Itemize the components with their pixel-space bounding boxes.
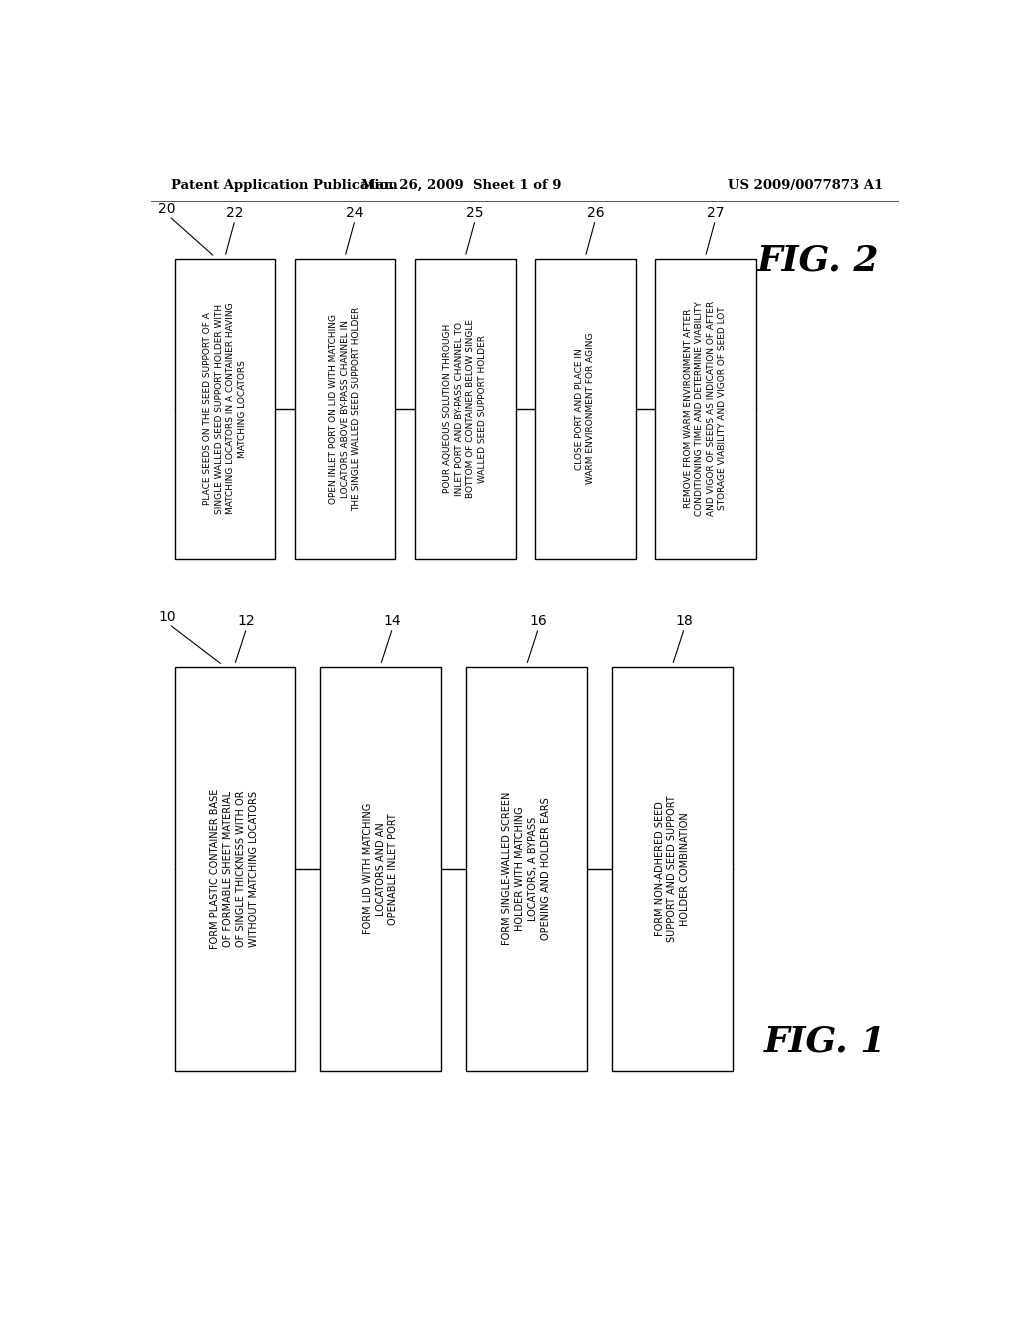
Text: Mar. 26, 2009  Sheet 1 of 9: Mar. 26, 2009 Sheet 1 of 9 — [361, 178, 561, 191]
Text: OPEN INLET PORT ON LID WITH MATCHING
LOCATORS ABOVE BY-PASS CHANNEL IN
THE SINGL: OPEN INLET PORT ON LID WITH MATCHING LOC… — [329, 306, 360, 511]
Text: FIG. 2: FIG. 2 — [758, 243, 880, 277]
Text: 12: 12 — [238, 614, 255, 628]
Bar — [415, 259, 515, 558]
Text: 24: 24 — [346, 206, 364, 220]
Text: FORM PLASTIC CONTAINER BASE
OF FORMABLE SHEET MATERIAL
OF SINGLE THICKNESS WITH : FORM PLASTIC CONTAINER BASE OF FORMABLE … — [210, 788, 259, 949]
Text: 10: 10 — [158, 610, 175, 624]
Text: Patent Application Publication: Patent Application Publication — [171, 178, 397, 191]
Text: 26: 26 — [587, 206, 604, 220]
Text: CLOSE PORT AND PLACE IN
WARM ENVIRONMENT FOR AGING: CLOSE PORT AND PLACE IN WARM ENVIRONMENT… — [575, 333, 596, 484]
Bar — [655, 259, 756, 558]
Bar — [174, 259, 275, 558]
Text: US 2009/0077873 A1: US 2009/0077873 A1 — [728, 178, 884, 191]
Bar — [295, 259, 395, 558]
Text: POUR AQUEOUS SOLUTION THROUGH
INLET PORT AND BY-PASS CHANNEL TO
BOTTOM OF CONTAI: POUR AQUEOUS SOLUTION THROUGH INLET PORT… — [443, 319, 486, 498]
Text: 14: 14 — [384, 614, 401, 628]
Text: REMOVE FROM WARM ENVIRONMENT AFTER
CONDITIONING TIME AND DETERMINE VIABILITY
AND: REMOVE FROM WARM ENVIRONMENT AFTER CONDI… — [684, 301, 727, 516]
Text: FORM SINGLE-WALLED SCREEN
HOLDER WITH MATCHING
LOCATORS, A BYPASS
OPENING AND HO: FORM SINGLE-WALLED SCREEN HOLDER WITH MA… — [503, 792, 551, 945]
Text: 18: 18 — [676, 614, 693, 628]
Bar — [535, 259, 636, 558]
Text: 25: 25 — [467, 206, 484, 220]
Text: FORM NON-ADHERED SEED
SUPPORT AND SEED SUPPORT
HOLDER COMBINATION: FORM NON-ADHERED SEED SUPPORT AND SEED S… — [654, 796, 690, 942]
Text: 22: 22 — [226, 206, 244, 220]
Bar — [466, 667, 587, 1071]
Bar — [612, 667, 732, 1071]
Text: 20: 20 — [158, 202, 175, 216]
Bar — [321, 667, 440, 1071]
Text: PLACE SEEDS ON THE SEED SUPPORT OF A
SINGLE WALLED SEED SUPPORT HOLDER WITH
MATC: PLACE SEEDS ON THE SEED SUPPORT OF A SIN… — [203, 302, 247, 515]
Text: 16: 16 — [529, 614, 548, 628]
Text: 27: 27 — [707, 206, 724, 220]
Text: FORM LID WITH MATCHING
LOCATORS AND AN
OPENABLE INLET PORT: FORM LID WITH MATCHING LOCATORS AND AN O… — [362, 803, 398, 935]
Text: FIG. 1: FIG. 1 — [764, 1024, 886, 1059]
Bar — [174, 667, 295, 1071]
